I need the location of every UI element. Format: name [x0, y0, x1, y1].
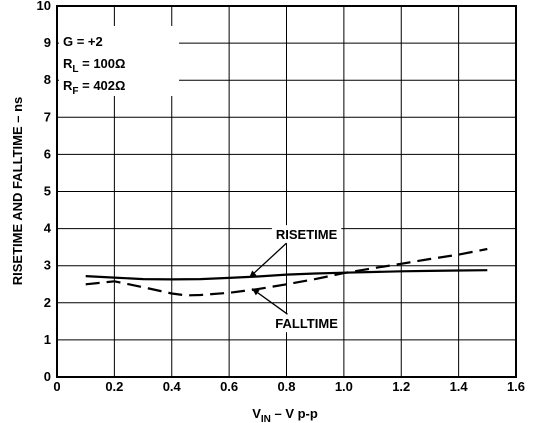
- x-tick-label: 1.2: [392, 379, 410, 394]
- condition-line: RL = 100Ω: [63, 56, 125, 75]
- y-tick-label: 9: [44, 35, 51, 50]
- x-tick-label: 0.8: [277, 379, 295, 394]
- conditions-box: G = +2 RL = 100Ω RF = 402Ω: [59, 26, 179, 97]
- y-tick-label: 10: [37, 0, 51, 13]
- series-risetime: [85, 269, 488, 281]
- x-tick-label: 1.4: [450, 379, 469, 394]
- y-tick-label: 2: [44, 295, 51, 310]
- series-lines: [85, 247, 488, 297]
- annotation-label-falltime: FALLTIME: [275, 316, 338, 331]
- y-axis-title: RISETIME AND FALLTIME – ns: [10, 97, 25, 286]
- x-tick-labels: 0 0.2 0.4 0.6 0.8 1.0 1.2 1.4 1.6: [53, 379, 525, 394]
- annotation-background: [271, 225, 342, 244]
- y-tick-label: 4: [44, 221, 52, 236]
- annotation-arrow-line: [251, 288, 288, 315]
- x-tick-label: 1.6: [507, 379, 525, 394]
- x-tick-label: 0.4: [163, 379, 182, 394]
- y-tick-label: 5: [44, 184, 51, 199]
- y-tick-label: 8: [44, 72, 51, 87]
- y-tick-label: 0: [44, 369, 51, 384]
- plot-frame: [56, 5, 517, 378]
- x-tick-label: 1.0: [335, 379, 353, 394]
- x-tick-label: 0.2: [105, 379, 123, 394]
- y-tick-label: 6: [44, 146, 51, 161]
- y-tick-label: 7: [44, 109, 51, 124]
- y-tick-labels: 0 1 2 3 4 5 6 7 8 9 10: [37, 0, 52, 384]
- condition-line: G = +2: [63, 34, 103, 49]
- x-axis-title: VIN – V p-p: [252, 406, 318, 423]
- x-tick-label: 0.6: [220, 379, 238, 394]
- annotation-label-risetime: RISETIME: [276, 227, 338, 242]
- annotation-background: [271, 314, 342, 333]
- annotation-arrowhead: [249, 270, 257, 278]
- condition-line: RF = 402Ω: [63, 78, 125, 97]
- series-falltime: [85, 247, 488, 297]
- annotation-group: RISETIME FALLTIME: [248, 225, 342, 333]
- conditions-background: [59, 26, 179, 96]
- annotation-arrow-line: [248, 242, 287, 279]
- y-tick-label: 1: [44, 332, 51, 347]
- y-tick-label: 3: [44, 258, 51, 273]
- annotation-arrowhead: [252, 288, 260, 296]
- x-tick-label: 0: [53, 379, 60, 394]
